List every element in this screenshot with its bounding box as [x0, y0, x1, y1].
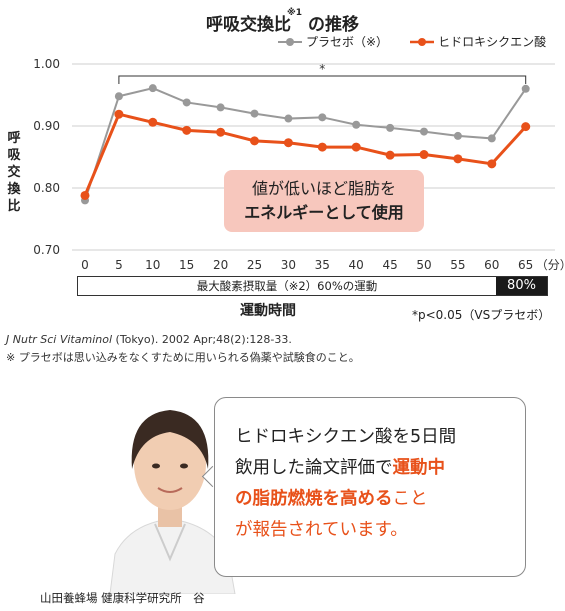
x-tick-label: 55	[450, 258, 465, 272]
y-tick-label: 0.70	[33, 243, 60, 257]
legend-item-hca: ヒドロキシクエン酸	[410, 33, 546, 50]
bubble-line3a: の脂肪燃焼を高める	[235, 489, 393, 509]
placebo-line	[84, 87, 527, 201]
hca-point	[487, 159, 497, 169]
title-suffix: の推移	[307, 15, 359, 35]
x-tick-label: 30	[281, 258, 296, 272]
hca-point	[351, 142, 361, 152]
placebo-point	[352, 120, 361, 129]
journal-name: J Nutr Sci Vitaminol	[6, 333, 113, 346]
speech-bubble: ヒドロキシクエン酸を5日間 飲用した論文評価で運動中 の脂肪燃焼を高めること が…	[214, 397, 526, 577]
placebo-point	[420, 127, 428, 136]
x-tick-label: 40	[349, 258, 364, 272]
placebo-point	[182, 98, 191, 107]
hca-point	[114, 109, 124, 119]
hca-point	[80, 190, 90, 200]
photo-caption: 山田養蜂場 健康科学研究所 谷	[40, 591, 205, 605]
hca-point	[419, 150, 429, 160]
placebo-point	[453, 131, 462, 140]
legend-label-placebo: プラセボ（※）	[306, 35, 389, 49]
significance-star: *	[319, 62, 325, 76]
bubble-line2: 飲用した論文評価で運動中	[235, 453, 525, 484]
citation-rest: (Tokyo). 2002 Apr;48(2):128-33.	[112, 333, 292, 346]
title-main: 呼吸交換比	[206, 15, 292, 35]
callout-line2: エネルギーとして使用	[244, 203, 404, 222]
intensity-60-label: 最大酸素摂取量（※2）60%の運動	[196, 279, 378, 293]
line-chart: 1.00 0.90 0.80 0.70 0 5 10 15 20 25 30 35 40 45 50 55 60…	[33, 57, 565, 272]
hca-line	[83, 112, 527, 197]
bubble-line3b: こと	[392, 489, 428, 509]
x-tick-label: 50	[416, 258, 431, 272]
researcher-photo	[109, 410, 236, 594]
chart-title: 呼吸交換比※1 の推移	[0, 8, 565, 35]
hca-point	[317, 142, 327, 152]
x-tick-label: 60	[484, 258, 499, 272]
bubble-line2a: 飲用した論文評価で	[235, 458, 393, 478]
hca-point	[283, 138, 293, 148]
x-axis-label: 運動時間	[240, 303, 296, 319]
callout-box: 値が低いほど脂肪を エネルギーとして使用	[224, 170, 424, 232]
placebo-point	[114, 92, 123, 101]
x-unit-label: （分）	[536, 258, 565, 272]
y-tick-label: 0.80	[33, 181, 60, 195]
significance-note: *p<0.05（VSプラセボ）	[412, 308, 551, 322]
legend: プラセボ（※） ヒドロキシクエン酸	[278, 33, 546, 50]
legend-label-hca: ヒドロキシクエン酸	[438, 35, 547, 49]
placebo-point	[216, 103, 225, 112]
x-tick-label: 15	[179, 258, 194, 272]
bubble-line3: の脂肪燃焼を高めること	[235, 484, 525, 515]
y-tick-label: 0.90	[33, 119, 60, 133]
title-note: ※1	[287, 8, 303, 19]
bubble-line2b: 運動中	[392, 458, 446, 478]
placebo-point	[318, 113, 327, 122]
hca-point	[182, 125, 192, 135]
placebo-note: ※ プラセボは思い込みをなくすために用いられる偽薬や試験食のこと。	[6, 351, 360, 364]
exercise-intensity-bar: 最大酸素摂取量（※2）60%の運動 80%	[77, 276, 548, 296]
x-tick-label: 0	[81, 258, 89, 272]
significance-bracket	[118, 75, 527, 84]
callout-line1: 値が低いほど脂肪を	[251, 179, 396, 198]
x-tick-label: 5	[115, 258, 123, 272]
hca-point	[216, 127, 226, 137]
placebo-point	[250, 109, 259, 118]
y-axis-label: 呼吸交換比	[7, 131, 21, 214]
x-tick-label: 20	[213, 258, 228, 272]
legend-marker-hca	[410, 37, 435, 46]
x-tick-label: 10	[145, 258, 160, 272]
placebo-point	[521, 84, 530, 93]
x-tick-label: 45	[382, 258, 397, 272]
hca-point	[453, 154, 463, 164]
source-citation: J Nutr Sci Vitaminol (Tokyo). 2002 Apr;4…	[6, 333, 292, 346]
hca-point	[148, 117, 158, 127]
placebo-point	[284, 114, 293, 123]
bubble-line4: が報告されています。	[235, 520, 408, 540]
x-tick-label: 65	[518, 258, 533, 272]
placebo-point	[487, 134, 496, 143]
hca-point	[250, 136, 259, 146]
placebo-point	[148, 84, 157, 93]
intensity-80-label: 80%	[496, 277, 547, 295]
x-tick-label: 25	[247, 258, 262, 272]
x-tick-label: 35	[315, 258, 330, 272]
y-tick-label: 1.00	[33, 57, 60, 71]
placebo-point	[386, 123, 395, 132]
bubble-line1: ヒドロキシクエン酸を5日間	[235, 427, 457, 447]
hca-point	[385, 150, 395, 160]
hca-point	[521, 122, 531, 132]
legend-marker-placebo	[278, 37, 302, 46]
legend-item-placebo: プラセボ（※）	[278, 33, 388, 50]
